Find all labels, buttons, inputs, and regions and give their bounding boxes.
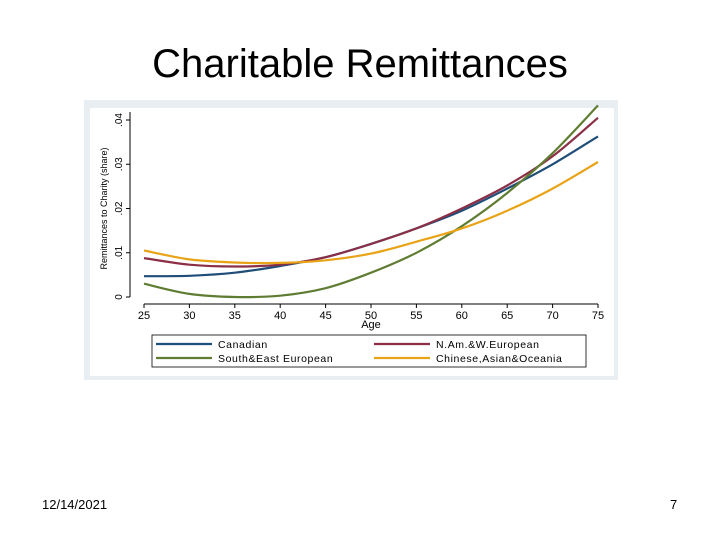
y-tick-label: .01 — [114, 245, 125, 259]
chart-figure: 0 .01 .02 .03 .04 Remittances to Charity (sha… — [84, 100, 618, 380]
x-tick-label: 60 — [456, 310, 468, 322]
y-tick-label: .03 — [114, 157, 125, 171]
x-axis-label: Age — [361, 319, 381, 331]
slide-title: Charitable Remittances — [152, 42, 568, 86]
series-line-3 — [143, 161, 599, 265]
legend-label: Chinese,Asian&Oceania — [436, 353, 562, 365]
line-chart: 0 .01 .02 .03 .04 Remittances to Charity (sha… — [90, 104, 614, 376]
x-tick-label: 30 — [183, 310, 195, 322]
series-line-2 — [143, 104, 599, 299]
series-line-1 — [143, 116, 599, 268]
chart-legend: Canadian N.Am.&W.European South&East Europ… — [151, 334, 587, 368]
x-tick-label: 75 — [592, 310, 604, 322]
chart-axes: 0 .01 .02 .03 .04 Remittances to Charity (sha… — [99, 112, 604, 331]
x-tick-label: 25 — [138, 310, 150, 322]
y-tick-label: 0 — [114, 294, 125, 300]
x-tick-label: 65 — [501, 310, 513, 322]
y-tick-label: .04 — [114, 113, 125, 127]
x-tick-label: 40 — [274, 310, 286, 322]
chart-series — [143, 104, 599, 299]
legend-box — [151, 334, 587, 368]
x-tick-label: 50 — [365, 310, 377, 322]
slide-date: 12/14/2021 — [42, 497, 108, 512]
x-tick-label: 35 — [229, 310, 241, 322]
slide-page-number: 7 — [670, 497, 678, 512]
legend-label: South&East European — [218, 353, 333, 365]
x-tick-label: 55 — [410, 310, 422, 322]
chart-background — [90, 108, 614, 376]
legend-label: N.Am.&W.European — [436, 339, 540, 351]
x-tick-label: 45 — [319, 310, 331, 322]
x-tick-label: 70 — [546, 310, 558, 322]
y-axis-label: Remittances to Charity (share) — [99, 147, 109, 269]
y-tick-label: .02 — [114, 201, 125, 215]
legend-label: Canadian — [218, 339, 268, 351]
